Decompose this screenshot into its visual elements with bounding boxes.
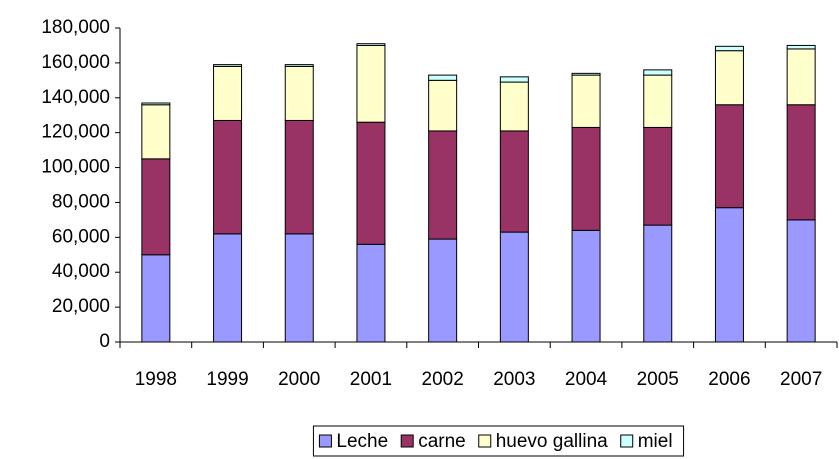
- y-tick-label: 140,000: [41, 87, 110, 108]
- bar-segment: [571, 229, 601, 343]
- bar-segment: [714, 207, 744, 343]
- bar-segment: [428, 74, 458, 81]
- bar-segment: [714, 50, 744, 106]
- bar-segment: [284, 65, 314, 121]
- bar-segment: [141, 254, 171, 343]
- legend-label: carne: [418, 431, 466, 452]
- y-tick-label: 120,000: [41, 122, 110, 143]
- x-tick-label: 2002: [422, 369, 464, 390]
- bar-segment: [141, 104, 171, 160]
- bar-segment: [499, 81, 529, 132]
- legend-swatch: [318, 434, 332, 448]
- y-tick-label: 40,000: [52, 261, 110, 282]
- x-tick-label: 1998: [135, 369, 177, 390]
- x-tick-label: 2000: [278, 369, 320, 390]
- bar-segment: [643, 69, 673, 76]
- bar-segment: [284, 233, 314, 343]
- bar-segment: [356, 43, 386, 46]
- x-tick-label: 2007: [780, 369, 822, 390]
- bar-segment: [213, 119, 243, 235]
- legend-swatch: [620, 434, 634, 448]
- bar-segment: [786, 48, 816, 106]
- y-tick-label: 80,000: [52, 191, 110, 212]
- y-tick-label: 0: [99, 331, 110, 352]
- x-tick-label: 2004: [565, 369, 608, 390]
- bar-segment: [141, 158, 171, 256]
- x-tick-label: 2001: [350, 369, 392, 390]
- bar-segment: [786, 219, 816, 343]
- bar-segment: [284, 119, 314, 235]
- bar-segment: [499, 76, 529, 83]
- legend-swatch: [478, 434, 492, 448]
- bar-segment: [643, 224, 673, 343]
- y-tick-label: 60,000: [52, 226, 110, 247]
- x-tick-label: 2005: [637, 369, 679, 390]
- bar-segment: [643, 74, 673, 128]
- x-tick-label: 1999: [206, 369, 248, 390]
- bar-segment: [643, 126, 673, 226]
- bar-segment: [428, 130, 458, 240]
- bar-segment: [499, 231, 529, 343]
- x-tick-label: 2006: [708, 369, 750, 390]
- bar-segment: [213, 233, 243, 343]
- bar-segment: [571, 126, 601, 231]
- bar-segment: [714, 45, 744, 52]
- bar-segment: [356, 44, 386, 123]
- bar-segment: [571, 72, 601, 76]
- legend-label: Leche: [336, 431, 388, 452]
- bar-segment: [213, 65, 243, 121]
- y-tick-label: 180,000: [41, 17, 110, 38]
- y-tick-label: 20,000: [52, 296, 110, 317]
- y-tick-label: 160,000: [41, 52, 110, 73]
- bar-segment: [571, 74, 601, 128]
- bar-segment: [428, 79, 458, 132]
- bar-segment: [428, 238, 458, 343]
- bar-segment: [213, 64, 243, 67]
- y-tick-label: 100,000: [41, 157, 110, 178]
- bar-segment: [141, 102, 171, 106]
- bar-segment: [786, 44, 816, 50]
- bar-segment: [714, 104, 744, 209]
- legend-label: miel: [638, 431, 673, 452]
- bar-segment: [499, 130, 529, 233]
- legend-swatch: [400, 434, 414, 448]
- bar-segment: [786, 104, 816, 221]
- bar-segment: [284, 64, 314, 67]
- legend-label: huevo gallina: [496, 431, 608, 452]
- bar-segment: [356, 121, 386, 245]
- x-tick-label: 2003: [493, 369, 535, 390]
- bar-segment: [356, 243, 386, 343]
